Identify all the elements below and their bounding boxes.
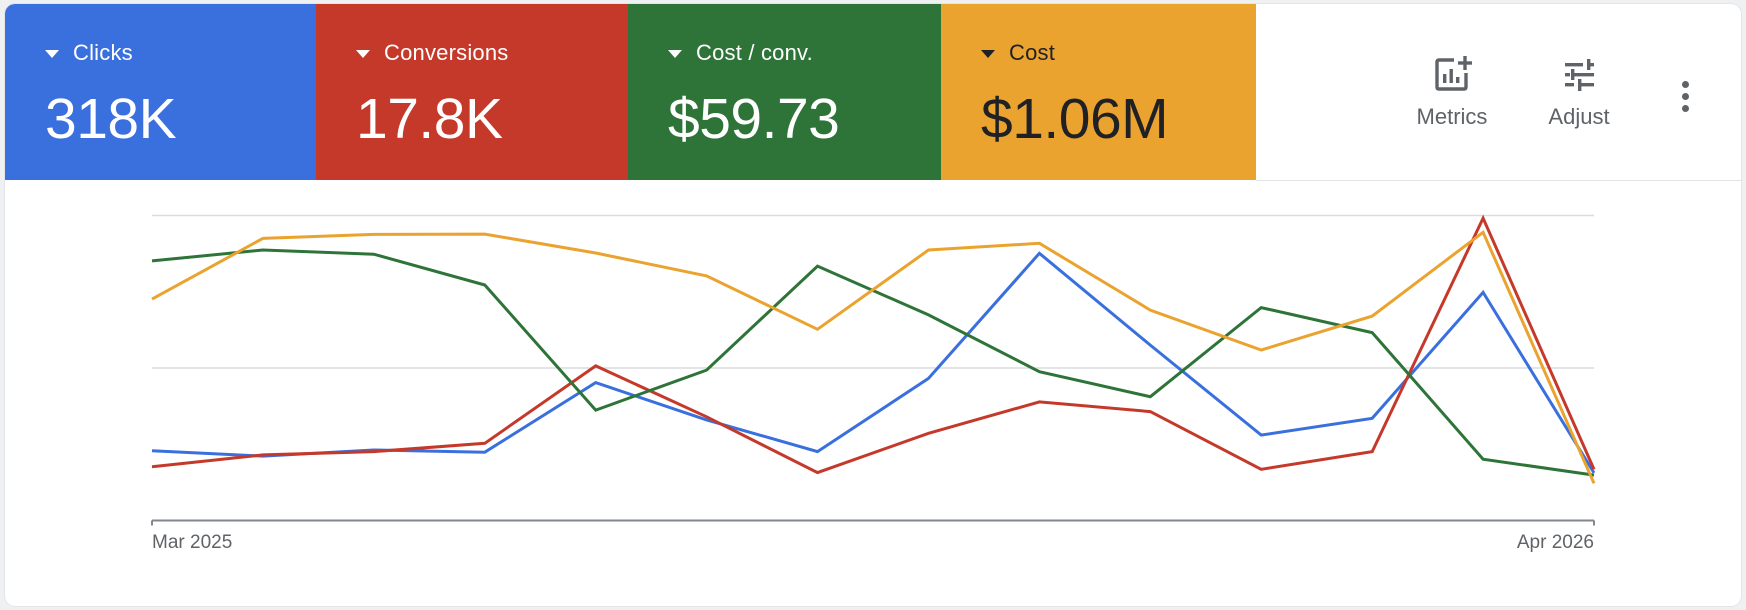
toolbar-divider: [1256, 180, 1741, 181]
series-line-cost: [151, 229, 1596, 484]
dropdown-triangle-icon: [356, 50, 370, 58]
scorecard-conversions[interactable]: Conversions 17.8K: [316, 4, 628, 180]
scorecard-value: 318K: [45, 87, 177, 151]
metrics-button[interactable]: Metrics: [1397, 54, 1507, 144]
add-chart-icon: [1435, 56, 1472, 91]
scorecard-cost-per-conv[interactable]: Cost / conv. $59.73: [628, 4, 941, 180]
scorecard-label: Cost: [981, 40, 1055, 66]
kebab-dot: [1681, 104, 1689, 112]
scorecard-label-text: Cost / conv.: [696, 40, 813, 65]
adjust-button[interactable]: Adjust: [1524, 54, 1634, 144]
kebab-dot: [1681, 80, 1689, 88]
dropdown-triangle-icon: [668, 50, 682, 58]
scorecard-cost[interactable]: Cost $1.06M: [941, 4, 1256, 180]
series-line-conversions: [151, 214, 1596, 475]
scorecard-row: Clicks 318K Conversions 17.8K Cost / con…: [5, 4, 1256, 180]
dropdown-triangle-icon: [45, 50, 59, 58]
scorecard-label-text: Clicks: [73, 40, 133, 65]
tune-sliders-icon: [1565, 59, 1594, 91]
scorecard-label-text: Cost: [1009, 40, 1056, 65]
scorecard-value: 17.8K: [356, 87, 503, 151]
scorecard-clicks[interactable]: Clicks 318K: [5, 4, 316, 180]
line-chart: [151, 214, 1596, 526]
more-vert-icon[interactable]: [1670, 74, 1700, 118]
scorecard-label-text: Conversions: [384, 40, 509, 65]
dropdown-triangle-icon: [981, 50, 995, 58]
scorecard-value: $1.06M: [981, 87, 1169, 151]
performance-card: Clicks 318K Conversions 17.8K Cost / con…: [5, 4, 1741, 606]
scorecard-label: Cost / conv.: [668, 40, 813, 66]
scorecard-label: Conversions: [356, 40, 508, 66]
kebab-dot: [1681, 92, 1689, 100]
x-axis-label-end: Apr 2026: [1516, 532, 1594, 553]
x-axis-label-start: Mar 2025: [152, 532, 233, 553]
scorecard-value: $59.73: [668, 87, 840, 151]
metrics-label: Metrics: [1416, 104, 1488, 129]
scorecard-label: Clicks: [45, 40, 133, 66]
adjust-label: Adjust: [1548, 104, 1610, 129]
